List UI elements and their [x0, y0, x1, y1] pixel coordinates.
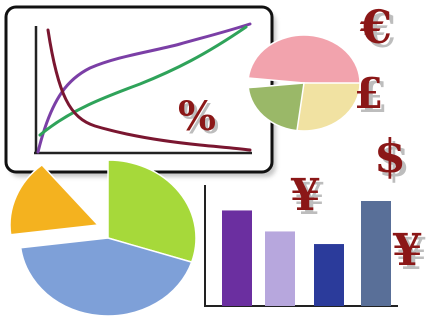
yen-symbol-left: ¥	[290, 170, 321, 221]
bar-chart	[204, 185, 398, 307]
pound-symbol-shadow: £	[358, 73, 387, 122]
euro-symbol-shadow: €	[363, 4, 396, 58]
small-pie-slice-yellow	[296, 82, 361, 132]
yen-symbol-left-shadow: ¥	[294, 174, 325, 225]
bar-3	[314, 244, 344, 306]
small-pie-chart	[247, 34, 361, 132]
percent-symbol: %	[178, 93, 216, 140]
big-pie-slice-green	[107, 159, 197, 264]
line-chart-panel: % %	[4, 5, 276, 177]
bar-4	[361, 201, 391, 306]
bar-2	[265, 231, 295, 306]
line-green	[38, 25, 248, 137]
yen-symbol-right: ¥	[392, 225, 423, 276]
pound-symbol: £	[354, 69, 383, 118]
yen-symbol-right-shadow: ¥	[396, 229, 427, 280]
small-pie-slice-pink	[247, 34, 361, 86]
large-pie-chart	[9, 159, 197, 317]
big-pie-slice-orange	[9, 163, 100, 236]
currency-symbols: € € £ £ $ $ ¥ ¥ ¥ ¥	[290, 0, 427, 280]
big-pie-slice-blue	[19, 237, 193, 317]
dollar-symbol: $	[374, 129, 406, 183]
percent-symbol-shadow: %	[181, 96, 219, 143]
dollar-symbol-shadow: $	[378, 133, 410, 187]
bar-1	[222, 210, 252, 306]
line-purple	[36, 22, 252, 154]
line-maroon	[46, 28, 252, 152]
euro-symbol: €	[359, 0, 392, 54]
